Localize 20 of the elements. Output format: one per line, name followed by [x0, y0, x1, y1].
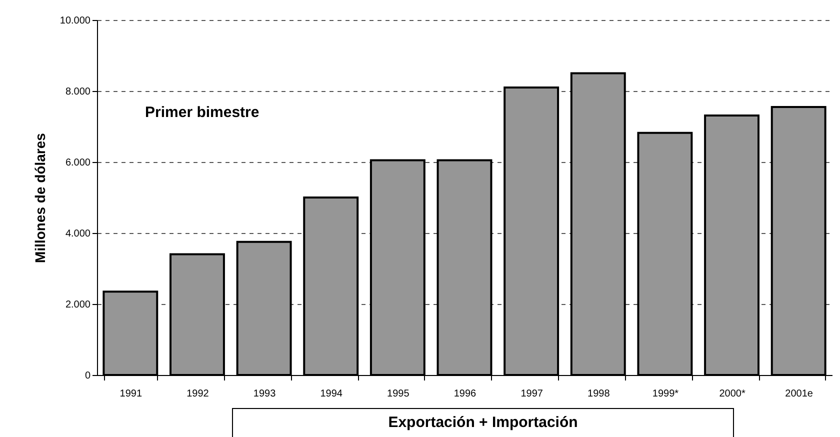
y-axis-title: Millones de dólares	[32, 132, 48, 263]
x-tick-label: 2000*	[719, 388, 746, 400]
y-tick-label: 4.000	[65, 228, 91, 240]
x-tick-label: 1993	[253, 388, 276, 400]
x-tick-label: 1999*	[652, 388, 679, 400]
x-tick-label: 2001e	[785, 388, 814, 400]
y-tick-label: 6.000	[65, 158, 91, 168]
x-axis-title: Exportación + Importación	[232, 408, 734, 437]
y-tick-label: 8.000	[65, 86, 91, 98]
x-tick-label: 1991	[120, 388, 142, 400]
y-tick-label: 0	[84, 370, 91, 382]
x-tick-label: 1994	[320, 388, 343, 400]
x-tick-label: 1992	[186, 388, 210, 400]
x-tick-label: 1995	[387, 388, 410, 400]
annotation: Primer bimestre	[145, 104, 260, 121]
x-tick-label: 1996	[454, 388, 477, 400]
x-tick-label: 1998	[588, 388, 610, 400]
y-tick-label: 10.000	[60, 16, 91, 26]
y-tick-label: 2.000	[65, 300, 91, 310]
x-tick-label: 1997	[520, 388, 544, 400]
